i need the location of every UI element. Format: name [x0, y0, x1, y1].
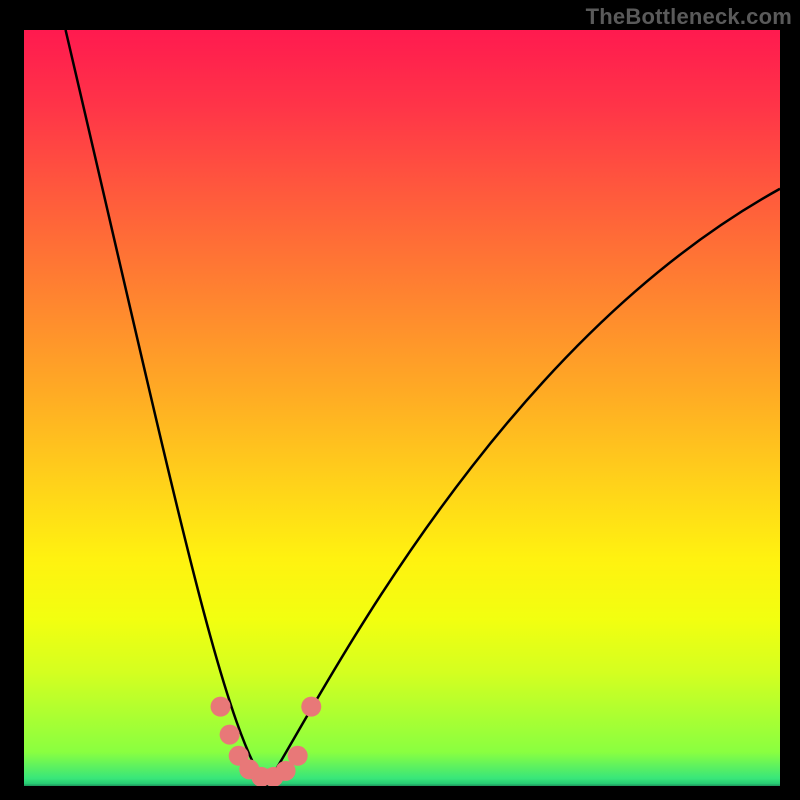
plot-area [24, 30, 780, 786]
marker-point [211, 697, 231, 717]
bottleneck-chart-svg [24, 30, 780, 786]
marker-point [220, 725, 240, 745]
chart-container: TheBottleneck.com [0, 0, 800, 800]
marker-point [301, 697, 321, 717]
watermark-text: TheBottleneck.com [586, 4, 792, 30]
marker-point [288, 746, 308, 766]
gradient-background [24, 30, 780, 786]
